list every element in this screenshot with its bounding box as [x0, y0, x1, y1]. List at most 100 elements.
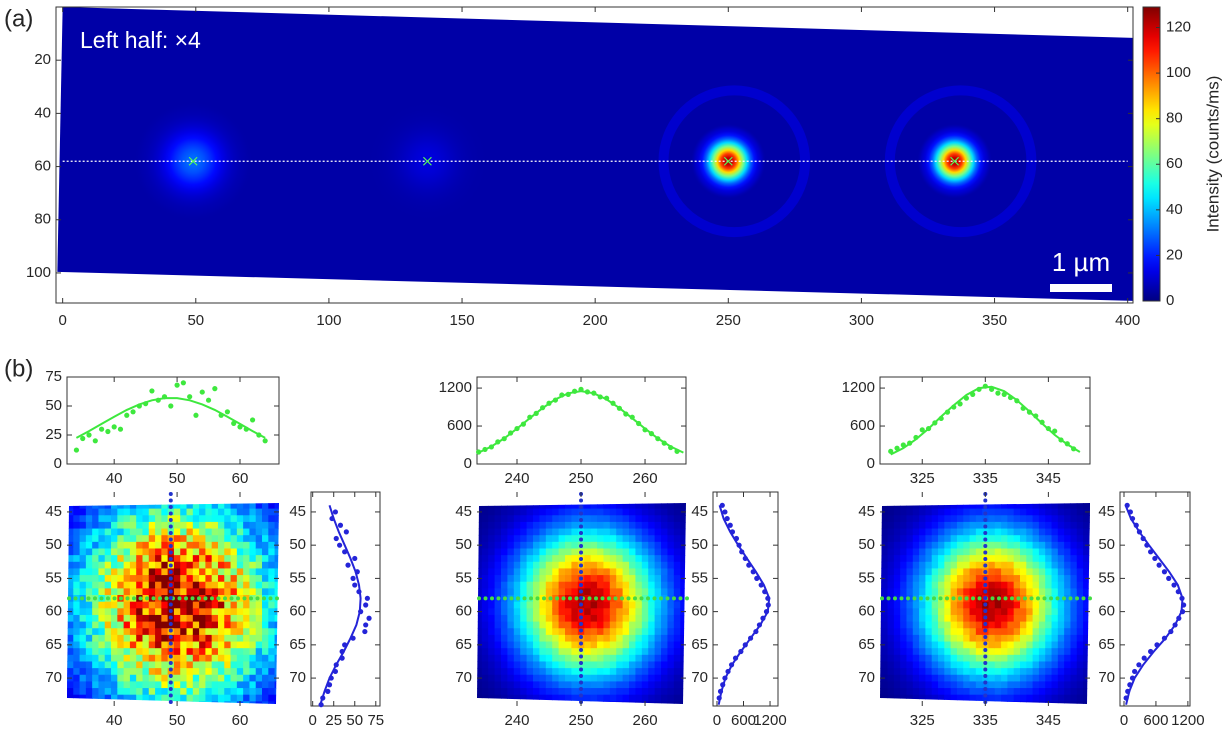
- pixel: [610, 655, 617, 662]
- pixel: [243, 582, 250, 589]
- pixel: [1058, 582, 1065, 589]
- pixel: [92, 708, 99, 715]
- pixel: [495, 628, 502, 635]
- pixel: [488, 588, 495, 595]
- pixel: [281, 562, 288, 569]
- pixel: [995, 502, 1002, 509]
- pixel: [149, 529, 156, 536]
- pixel: [957, 495, 964, 502]
- pixel: [629, 588, 636, 595]
- pixel: [597, 675, 604, 682]
- pixel: [1058, 542, 1065, 549]
- pixel: [642, 562, 649, 569]
- data-point: [728, 523, 733, 528]
- pixel: [199, 681, 206, 688]
- pixel: [603, 635, 610, 642]
- pixel: [1033, 535, 1040, 542]
- pixel: [533, 575, 540, 582]
- pixel: [495, 588, 502, 595]
- pixel: [281, 681, 288, 688]
- pixel: [900, 688, 907, 695]
- data-point: [759, 582, 764, 587]
- colorbar-tick-label: 120: [1166, 18, 1191, 35]
- pixel: [61, 661, 68, 668]
- pixel: [256, 582, 263, 589]
- pixel: [61, 489, 68, 496]
- pixel: [224, 535, 231, 542]
- pixel: [906, 628, 913, 635]
- pixel: [610, 509, 617, 516]
- pixel: [507, 622, 514, 629]
- pixel: [199, 495, 206, 502]
- pixel: [281, 555, 288, 562]
- pixel: [1039, 695, 1046, 702]
- pixel: [142, 515, 149, 522]
- pixel: [539, 695, 546, 702]
- pixel: [1039, 515, 1046, 522]
- pixel: [180, 701, 187, 708]
- pixel: [635, 522, 642, 529]
- data-point: [578, 387, 583, 392]
- pixel: [256, 688, 263, 695]
- pixel: [655, 509, 662, 516]
- pixel: [1045, 542, 1052, 549]
- pixel: [539, 681, 546, 688]
- pixel: [161, 681, 168, 688]
- pixel: [610, 542, 617, 549]
- pixel: [174, 655, 181, 662]
- pixel: [539, 529, 546, 536]
- pixel: [1001, 509, 1008, 516]
- data-point: [156, 398, 161, 403]
- pixel: [73, 681, 80, 688]
- pixel: [610, 615, 617, 622]
- pixel: [268, 668, 275, 675]
- pixel: [963, 635, 970, 642]
- pixel: [482, 675, 489, 682]
- pixel: [894, 562, 901, 569]
- pixel: [655, 635, 662, 642]
- data-point: [1137, 529, 1142, 534]
- pixel: [174, 502, 181, 509]
- pixel: [136, 675, 143, 682]
- pixel: [1089, 615, 1096, 622]
- pixel: [501, 489, 508, 496]
- pixel: [976, 555, 983, 562]
- pixel: [571, 701, 578, 708]
- pixel: [281, 615, 288, 622]
- pixel: [1052, 515, 1059, 522]
- pixel: [105, 588, 112, 595]
- pixel: [218, 502, 225, 509]
- pixel: [98, 615, 105, 622]
- pixel: [888, 568, 895, 575]
- pixel: [629, 648, 636, 655]
- pixel: [888, 522, 895, 529]
- pixel: [243, 495, 250, 502]
- pixel: [635, 701, 642, 708]
- pixel: [881, 535, 888, 542]
- pixel: [1001, 668, 1008, 675]
- pixel: [205, 522, 212, 529]
- pixel: [552, 515, 559, 522]
- pixel: [507, 602, 514, 609]
- data-point: [722, 509, 727, 514]
- pixel: [988, 642, 995, 649]
- pixel: [919, 628, 926, 635]
- pixel: [565, 495, 572, 502]
- data-point: [630, 415, 635, 420]
- pixel: [275, 688, 282, 695]
- pixel: [187, 529, 194, 536]
- pixel: [482, 615, 489, 622]
- pixel: [124, 635, 131, 642]
- pixel: [1045, 655, 1052, 662]
- pixel: [661, 568, 668, 575]
- pixel: [237, 608, 244, 615]
- pixel: [130, 622, 137, 629]
- pixel: [130, 615, 137, 622]
- pixel: [67, 661, 74, 668]
- pixel: [988, 675, 995, 682]
- pixel: [642, 575, 649, 582]
- pixel: [501, 515, 508, 522]
- pixel: [616, 562, 623, 569]
- pixel: [117, 608, 124, 615]
- pixel: [475, 695, 482, 702]
